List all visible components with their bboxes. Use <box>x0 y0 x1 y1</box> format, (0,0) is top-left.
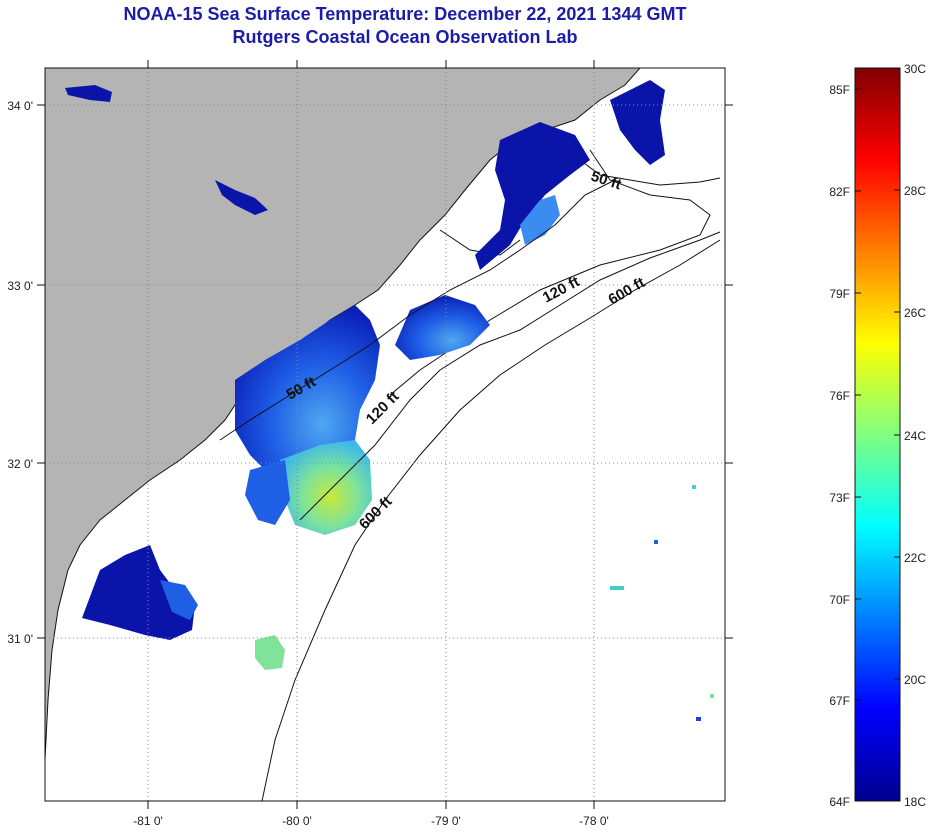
sst-patch-inner-blue <box>245 460 290 525</box>
sst-speck <box>610 586 624 590</box>
sst-speck <box>710 694 714 698</box>
sst-patch-south-edge <box>160 580 198 620</box>
sst-speck <box>692 485 696 489</box>
colorbar-f-label: 64F <box>829 795 850 809</box>
contour-120ft <box>299 231 721 521</box>
colorbar-c-label: 20C <box>904 673 926 687</box>
axis-ticks <box>37 60 733 809</box>
map-area: 50 ft 120 ft 600 ft 50 ft 120 ft 600 ft <box>45 68 725 801</box>
map-subtitle: Rutgers Coastal Ocean Observation Lab <box>232 27 578 47</box>
contour-50ft <box>219 179 616 441</box>
lat-label-31: 31 0' <box>7 632 33 646</box>
sst-speck <box>696 717 701 721</box>
lon-label-80: -80 0' <box>282 814 312 828</box>
sst-patch-large <box>235 305 380 475</box>
sst-patch-shelf-light <box>520 195 560 245</box>
colorbar-f-label: 67F <box>829 694 850 708</box>
lat-label-34: 34 0' <box>7 99 33 113</box>
sst-speck <box>654 540 658 544</box>
colorbar-f-label: 70F <box>829 593 850 607</box>
contour-600ft <box>261 239 721 801</box>
colorbar-gradient <box>854 67 901 802</box>
lon-label-78: -78 0' <box>579 814 609 828</box>
lon-label-81: -81 0' <box>133 814 163 828</box>
sst-patch-north <box>475 122 590 270</box>
sst-data <box>65 80 714 721</box>
map-border <box>44 67 726 802</box>
colorbar-c-label: 30C <box>904 62 926 76</box>
colorbar-ticks <box>855 67 900 802</box>
sst-patch-mid <box>395 295 490 360</box>
sst-patch-south <box>82 545 195 640</box>
colorbar-c-label: 26C <box>904 306 926 320</box>
sst-patch-inland-1 <box>65 85 112 102</box>
graticule <box>45 68 725 801</box>
sst-patch-warm <box>280 440 372 535</box>
sst-patch-small-green <box>255 635 285 670</box>
map-title: NOAA-15 Sea Surface Temperature: Decembe… <box>123 4 687 24</box>
colorbar-c-label: 22C <box>904 551 926 565</box>
colorbar-c-label: 28C <box>904 184 926 198</box>
sst-patch-north-east <box>610 80 665 165</box>
colorbar-f-label: 76F <box>829 389 850 403</box>
colorbar-f-label: 85F <box>829 83 850 97</box>
colorbar-f-label: 82F <box>829 185 850 199</box>
bathymetry-contours <box>219 179 721 801</box>
lat-label-32: 32 0' <box>7 457 33 471</box>
lon-label-79: -79 0' <box>431 814 461 828</box>
sst-patch-inland-2 <box>215 180 268 215</box>
colorbar-f-label: 79F <box>829 287 850 301</box>
colorbar-c-label: 18C <box>904 795 926 809</box>
lat-label-33: 33 0' <box>7 279 33 293</box>
colorbar: 85F 82F 79F 76F 73F 70F 67F 64F 30C 28C … <box>829 62 926 809</box>
colorbar-c-label: 24C <box>904 429 926 443</box>
colorbar-f-label: 73F <box>829 491 850 505</box>
